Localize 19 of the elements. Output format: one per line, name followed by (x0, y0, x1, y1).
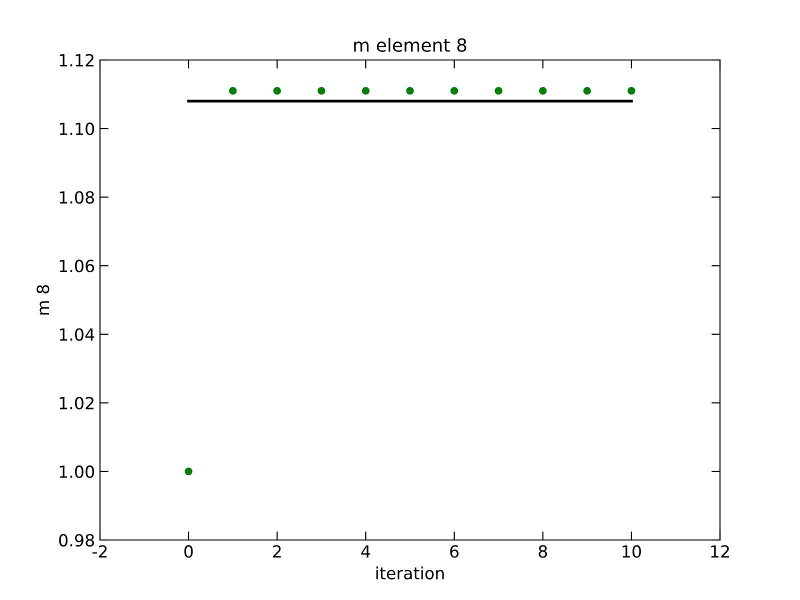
y-axis-title: m 8 (36, 285, 50, 315)
y-tick-label: 1.00 (60, 465, 94, 478)
y-tick-label: 1.10 (60, 122, 94, 136)
y-tick-label: 1.02 (60, 396, 94, 410)
y-tick-label: 1.04 (60, 328, 94, 341)
x-tick-label: 6 (450, 545, 459, 558)
y-tick-label: 1.06 (60, 260, 94, 272)
x-tick-label: 8 (538, 545, 548, 558)
x-tick-label: -2 (92, 545, 107, 558)
y-tick-label: 1.08 (60, 191, 94, 204)
x-tick-label: 2 (273, 545, 281, 558)
y-tick-label: 0.98 (59, 534, 94, 547)
x-tick-label: 12 (711, 545, 729, 558)
x-tick-label: 10 (622, 545, 641, 558)
x-axis-title: iteration (376, 566, 444, 580)
chart-title: m element 8 (354, 38, 466, 52)
x-tick-label: 0 (184, 545, 193, 558)
x-tick-label: 4 (361, 545, 370, 558)
y-tick-label: 1.12 (60, 54, 94, 66)
